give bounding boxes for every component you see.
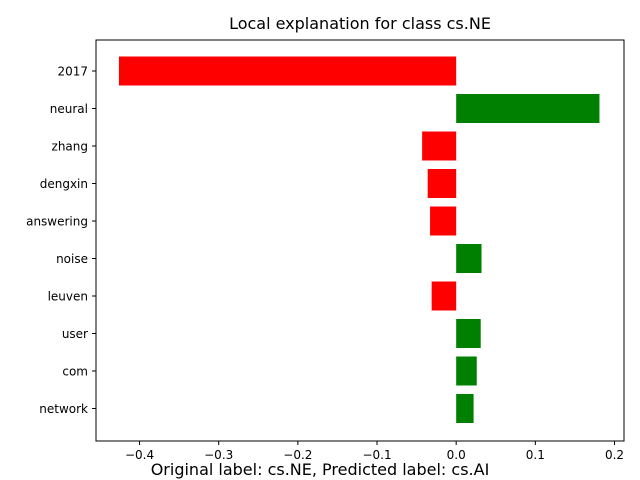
bar-2017: [118, 56, 457, 86]
y-tick-label: dengxin: [40, 177, 88, 191]
x-ticks-layer: −0.4 −0.3 −0.2 −0.1 0.0 0.1 0.2: [125, 441, 624, 462]
bar-user: [456, 319, 481, 348]
x-tick-label: −0.3: [204, 448, 233, 462]
y-tick-label: noise: [56, 252, 88, 266]
x-tick-label: 0.1: [526, 448, 545, 462]
y-tick-label: network: [39, 402, 88, 416]
bar-answering: [430, 206, 457, 236]
y-tick-label: user: [62, 327, 88, 341]
bars-layer: [118, 56, 600, 423]
y-tick-label: answering: [26, 215, 88, 229]
y-tick-label: com: [62, 365, 88, 379]
y-tick-label: zhang: [52, 140, 88, 154]
x-tick-label: −0.2: [283, 448, 312, 462]
y-tick-label: 2017: [57, 65, 88, 79]
bar-com: [456, 356, 477, 386]
x-tick-label: 0.0: [447, 448, 466, 462]
bar-network: [456, 394, 474, 423]
y-ticks-layer: 2017 neural zhang dengxin answering noise leuv…: [26, 65, 96, 416]
bar-noise: [456, 244, 482, 273]
plot-frame: [95, 39, 625, 442]
y-tick-label: neural: [50, 102, 88, 116]
bar-leuven: [431, 281, 457, 311]
x-tick-label: 0.2: [605, 448, 624, 462]
bar-dengxin: [427, 169, 457, 198]
axes-layer: [95, 39, 625, 442]
chart-title: Local explanation for class cs.NE: [229, 14, 491, 33]
bar-zhang: [422, 131, 457, 161]
x-tick-label: −0.4: [125, 448, 154, 462]
chart-caption: Original label: cs.NE, Predicted label: …: [151, 460, 490, 479]
bar-neural: [456, 94, 600, 123]
x-tick-label: −0.1: [362, 448, 391, 462]
y-tick-label: leuven: [48, 290, 88, 304]
